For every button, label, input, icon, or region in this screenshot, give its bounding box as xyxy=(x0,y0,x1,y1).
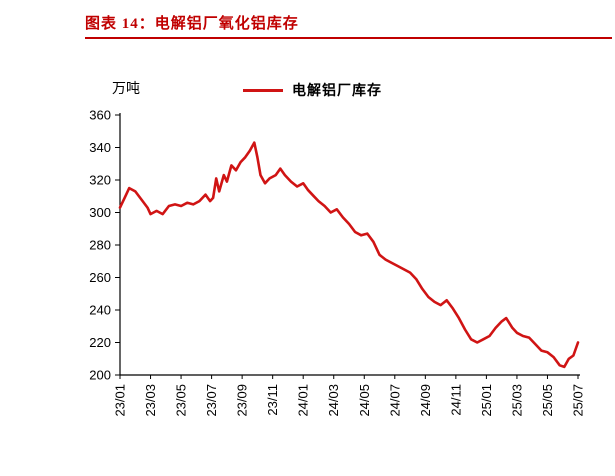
x-tick-label: 23/07 xyxy=(204,384,219,417)
x-tick-label: 23/01 xyxy=(113,384,128,417)
y-tick-label: 320 xyxy=(89,173,111,188)
series-line-0 xyxy=(118,141,580,369)
x-tick-label: 25/07 xyxy=(571,384,586,417)
x-tick-label: 24/03 xyxy=(326,384,341,417)
y-tick-label: 200 xyxy=(89,368,111,383)
figure-title: 图表 14：电解铝厂氧化铝库存 xyxy=(85,16,299,32)
y-tick-label: 340 xyxy=(89,140,111,155)
y-tick-label: 280 xyxy=(89,238,111,253)
legend-series-label: 电解铝厂库存 xyxy=(292,84,382,99)
y-tick-label: 360 xyxy=(89,108,111,123)
x-tick-label: 23/11 xyxy=(265,384,280,416)
y-tick-label: 260 xyxy=(89,270,111,285)
x-tick-label: 24/07 xyxy=(387,384,402,417)
x-tick-label: 25/01 xyxy=(479,384,494,417)
title-underline-rule xyxy=(85,37,612,39)
y-tick-label: 220 xyxy=(89,335,111,350)
y-tick-label: 240 xyxy=(89,303,111,318)
x-tick-label: 24/11 xyxy=(448,384,463,416)
x-tick-label: 25/03 xyxy=(509,384,524,417)
x-tick-label: 23/05 xyxy=(174,384,189,417)
x-tick-label: 23/03 xyxy=(143,384,158,417)
chart-legend: 电解铝厂库存 xyxy=(243,80,382,100)
y-tick-label: 300 xyxy=(89,205,111,220)
x-tick-label: 24/05 xyxy=(357,384,372,417)
inventory-line-chart: 200 220 240 260 280 300 320 340 360 23/01 23/03 23/… xyxy=(89,108,586,417)
x-tick-label: 23/09 xyxy=(235,384,250,417)
x-tick-label: 24/01 xyxy=(296,384,311,417)
x-tick-label: 25/05 xyxy=(540,384,555,417)
legend-line-swatch xyxy=(243,88,283,92)
y-axis-unit-label: 万吨 xyxy=(112,82,140,97)
x-tick-label: 24/09 xyxy=(418,384,433,417)
